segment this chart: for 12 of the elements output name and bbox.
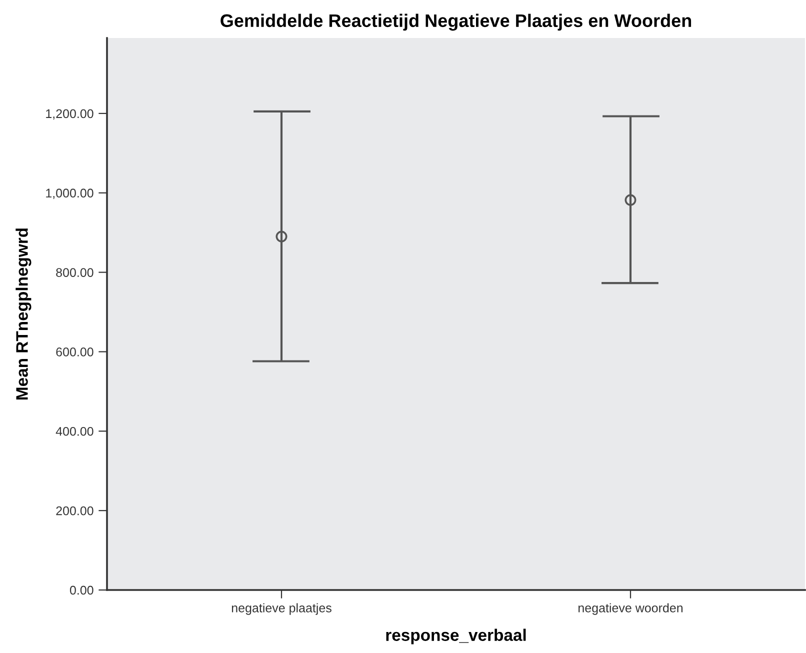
y-tick-label: 1,000.00 (46, 188, 94, 200)
x-axis-title: response_verbaal (386, 628, 526, 644)
y-tick-label: 200.00 (56, 506, 94, 516)
y-tick-label: 1,200.00 (46, 109, 94, 120)
x-tick-label: negatieve plaatjes (232, 603, 332, 615)
y-tick-label: 0.00 (70, 586, 94, 595)
chart-title: Gemiddelde Reactietijd Negatieve Plaatjes en Woorden (220, 14, 692, 31)
y-tick-label: 800.00 (56, 268, 94, 277)
x-tick-label: negatieve woorden (578, 603, 683, 615)
y-tick-label: 600.00 (56, 348, 94, 356)
y-axis-title: Mean RTnegplnegwrd (16, 228, 32, 400)
y-tick-label: 400.00 (56, 426, 94, 436)
